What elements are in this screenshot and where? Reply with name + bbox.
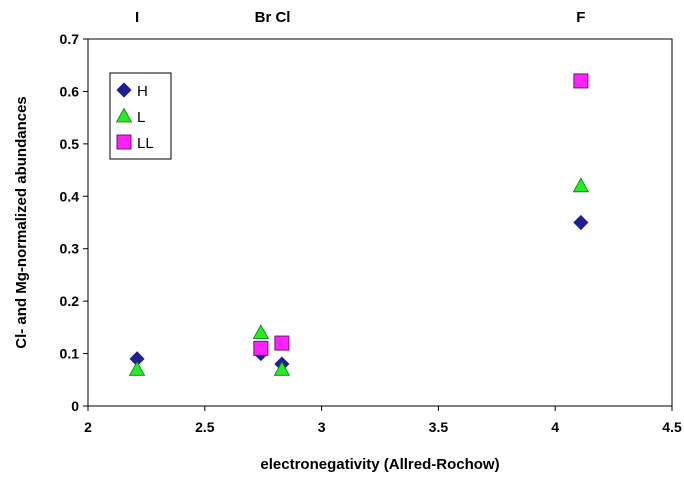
y-axis: 0 0.1 0.2 0.3 0.4 0.5 0.6 0.7	[60, 31, 88, 414]
legend-marker-l	[115, 107, 133, 123]
data-point-ll	[573, 73, 589, 89]
data-point-l	[128, 360, 146, 376]
x-tick-label: 2	[84, 419, 92, 435]
y-tick-label: 0.1	[60, 346, 80, 362]
data-point-h	[573, 214, 589, 231]
y-tick-label: 0	[71, 398, 79, 414]
element-label: I	[135, 9, 139, 26]
plot-area	[87, 38, 673, 407]
data-point-ll	[274, 335, 290, 351]
legend-label: L	[137, 109, 145, 126]
x-axis: 2 2.5 3 3.5 4 4.5	[84, 406, 682, 435]
x-tick-label: 4	[551, 419, 559, 435]
y-tick-label: 0.5	[60, 136, 80, 152]
element-labels: I Br Cl F	[135, 9, 586, 26]
x-tick-label: 3.5	[429, 419, 449, 435]
data-points	[128, 73, 590, 376]
data-point-l	[572, 177, 590, 193]
y-tick-label: 0.4	[60, 188, 80, 204]
data-point-ll	[253, 340, 269, 356]
x-tick-label: 4.5	[662, 419, 682, 435]
x-axis-title: electronegativity (Allred-Rochow)	[260, 456, 499, 473]
element-label: Br Cl	[255, 9, 291, 26]
y-tick-label: 0.3	[60, 241, 80, 257]
legend-marker-ll	[116, 134, 132, 150]
legend-marker-h	[116, 82, 132, 98]
legend-label: LL	[137, 135, 154, 152]
data-point-l	[252, 324, 270, 340]
x-tick-label: 3	[318, 419, 326, 435]
y-axis-title: Cl- and Mg-normalized abundances	[13, 96, 30, 349]
element-label: F	[576, 9, 585, 26]
y-tick-label: 0.7	[60, 31, 80, 47]
x-tick-label: 2.5	[195, 419, 215, 435]
legend-label: H	[137, 83, 148, 100]
data-point-l	[273, 360, 291, 376]
y-tick-label: 0.2	[60, 293, 80, 309]
y-tick-label: 0.6	[60, 83, 80, 99]
